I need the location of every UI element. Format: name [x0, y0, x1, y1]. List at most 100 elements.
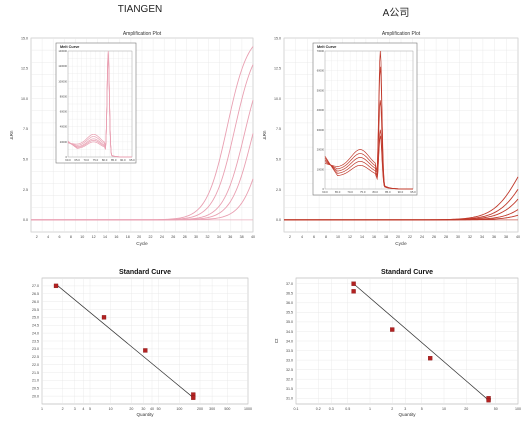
x-tick-label: 38: [240, 235, 244, 239]
tiangen-standard: Standard Curve 1 2 3 4 5 10 20 30 40 50 100 200 300 50…: [32, 269, 252, 417]
y-tick-label: 20.0: [32, 394, 39, 398]
fit-line: [55, 284, 194, 398]
y-tick-label: 33.0: [286, 358, 293, 362]
y-tick-label: 0.0: [276, 218, 281, 222]
x-tick-label: 34: [217, 235, 221, 239]
plot-title: Standard Curve: [381, 269, 433, 276]
y-tick-label: 10.0: [21, 97, 28, 101]
inset-x-tick-label: 75.0: [360, 190, 366, 194]
melt-curve-inset: Melt Curve 60.0 65.0 70.0 75.0 80.0 85.0 90.0 95…: [312, 42, 418, 196]
x-tick-label: 100: [176, 407, 182, 411]
x-tick-label: 6: [58, 235, 60, 239]
x-tick-label: 4: [301, 235, 303, 239]
y-tick-label: 34.5: [286, 330, 293, 334]
x-tick-label: 100: [515, 407, 521, 411]
y-tick-label: 26.5: [32, 292, 39, 296]
inset-x-tick-label: 85.0: [111, 158, 117, 162]
y-tick-label: 24.5: [32, 324, 39, 328]
a-standard: Standard Curve 0.1 0.2 0.3 0.5 1 2 3 5 10 20 50 100 3…: [274, 269, 521, 417]
x-tick-label: 0.1: [294, 407, 299, 411]
y-tick-label: 21.5: [32, 371, 39, 375]
inset-x-tick-label: 90.0: [398, 190, 404, 194]
x-tick-label: 20: [129, 407, 133, 411]
y-axis-label: Ct: [274, 338, 279, 343]
x-axis-label: Cycle: [395, 241, 407, 246]
inset-x-tick-label: 60.0: [65, 158, 71, 162]
y-tick-label: 26.0: [32, 300, 39, 304]
x-tick-label: 1: [41, 407, 43, 411]
data-point-3: [143, 348, 148, 353]
y-tick-label: 2.5: [23, 188, 28, 192]
x-tick-label: 30: [194, 235, 198, 239]
x-axis-label: Cycle: [136, 241, 148, 246]
y-tick-label: 27.0: [32, 284, 39, 288]
x-tick-label: 5: [421, 407, 423, 411]
y-tick-label: 20.5: [32, 387, 39, 391]
x-tick-label: 10: [109, 407, 113, 411]
melt-curve-5: [324, 135, 413, 190]
data-point-3: [390, 327, 395, 332]
y-tick-label: 10.0: [274, 97, 281, 101]
inset-y-tick-label: 60000: [317, 69, 325, 73]
data-point-2: [101, 315, 107, 320]
x-axis-label: Quantity: [136, 412, 154, 417]
y-tick-label: 0.0: [23, 218, 28, 222]
inset-x-tick-label: 60.0: [322, 190, 328, 194]
inset-title: Melt Curve: [60, 45, 79, 49]
inset-y-tick-label: 50000: [317, 88, 325, 92]
x-tick-label: 14: [103, 235, 107, 239]
y-axis-label: ΔRn: [262, 130, 267, 139]
y-tick-label: 31.5: [286, 387, 293, 391]
x-tick-label: 8: [70, 235, 72, 239]
plot-title: Standard Curve: [119, 269, 171, 276]
y-tick-label: 15.0: [274, 36, 281, 40]
inset-x-tick-label: 95.0: [129, 158, 135, 162]
y-tick-label: 12.5: [274, 67, 281, 71]
heading-tiangen: TIANGEN: [117, 4, 163, 15]
y-tick-label: 23.0: [32, 347, 39, 351]
x-tick-label: 30: [456, 235, 460, 239]
inset-x-tick-label: 65.0: [74, 158, 80, 162]
x-tick-label: 0.2: [316, 407, 321, 411]
inset-plot-frame: [324, 50, 414, 190]
y-tick-label: 32.5: [286, 368, 293, 372]
inset-x-tick-label: 80.0: [102, 158, 108, 162]
y-tick-label: 7.5: [23, 127, 28, 131]
x-tick-label: 10: [336, 235, 340, 239]
inset-plot-frame: [67, 50, 133, 158]
y-tick-label: 24.0: [32, 331, 39, 335]
x-tick-label: 34: [480, 235, 484, 239]
inset-x-tick-label: 90.0: [120, 158, 126, 162]
inset-y-tick-label: 0: [323, 187, 325, 191]
x-tick-label: 12: [348, 235, 352, 239]
x-tick-label: 1000: [244, 407, 252, 411]
x-tick-label: 26: [432, 235, 436, 239]
inset-x-tick-label: 95.0: [410, 190, 416, 194]
inset-x-tick-label: 65.0: [335, 190, 341, 194]
x-tick-label: 3: [404, 407, 406, 411]
x-tick-label: 28: [183, 235, 187, 239]
x-tick-label: 1: [369, 407, 371, 411]
x-tick-label: 36: [228, 235, 232, 239]
y-tick-label: 35.5: [286, 311, 293, 315]
y-tick-label: 25.5: [32, 308, 39, 312]
x-tick-label: 10: [80, 235, 84, 239]
y-tick-label: 5.0: [23, 158, 28, 162]
y-tick-label: 12.5: [21, 67, 28, 71]
x-tick-label: 32: [205, 235, 209, 239]
data-point-4: [428, 356, 433, 361]
data-point-2: [351, 289, 356, 294]
y-tick-label: 7.5: [276, 127, 281, 131]
x-tick-label: 40: [251, 235, 255, 239]
x-tick-label: 40: [150, 407, 154, 411]
x-tick-label: 4: [47, 235, 49, 239]
x-tick-label: 16: [114, 235, 118, 239]
inset-title: Melt Curve: [317, 45, 336, 49]
inset-y-tick-label: 80000: [60, 94, 68, 98]
data-point-5: [191, 395, 196, 400]
inset-y-tick-label: 30000: [317, 128, 325, 132]
x-tick-label: 50: [494, 407, 498, 411]
fit-line: [353, 283, 489, 401]
